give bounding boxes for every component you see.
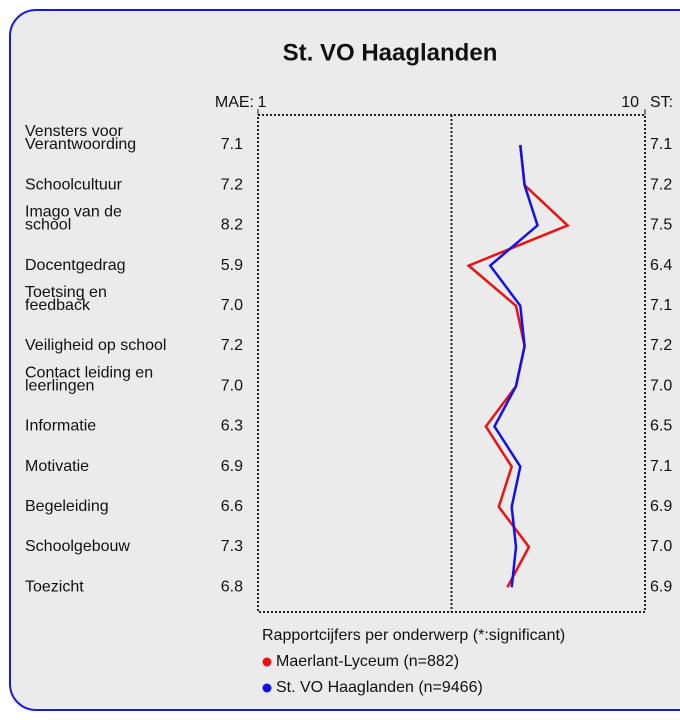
value-label: 6.3 bbox=[221, 418, 243, 435]
value-label: 7.0 bbox=[221, 377, 243, 394]
value-label: 7.0 bbox=[221, 297, 243, 314]
category-label: Begeleiding bbox=[25, 498, 109, 515]
legend-marker bbox=[262, 657, 272, 667]
category-label: leerlingen bbox=[25, 377, 94, 394]
value-label: 7.1 bbox=[650, 458, 672, 475]
category-label: school bbox=[25, 217, 71, 234]
legend-label: Maerlant-Lyceum (n=882) bbox=[276, 653, 459, 670]
value-label: 6.5 bbox=[650, 418, 672, 435]
category-label: Vensters voor bbox=[25, 123, 124, 140]
value-label: 7.2 bbox=[650, 176, 672, 193]
category-label: Docentgedrag bbox=[25, 257, 126, 274]
value-label: 7.1 bbox=[650, 297, 672, 314]
x-tick-label: 1 bbox=[258, 94, 267, 111]
value-label: 5.9 bbox=[221, 257, 243, 274]
value-label: 7.1 bbox=[221, 136, 243, 153]
x-tick-label: 10 bbox=[621, 94, 639, 111]
value-label: 7.5 bbox=[650, 217, 672, 234]
value-label: 6.9 bbox=[221, 458, 243, 475]
value-label: 6.4 bbox=[650, 257, 672, 274]
value-label: 6.9 bbox=[650, 498, 672, 515]
category-label: Toetsing en bbox=[25, 284, 107, 301]
legend-label: St. VO Haaglanden (n=9466) bbox=[276, 679, 483, 696]
series-line bbox=[488, 144, 539, 588]
chart-title: St. VO Haaglanden bbox=[283, 39, 498, 66]
category-label: Toezicht bbox=[25, 578, 84, 595]
value-label: 7.0 bbox=[650, 538, 672, 555]
category-label: Verantwoording bbox=[25, 136, 136, 153]
value-label: 7.2 bbox=[221, 337, 243, 354]
right-header: ST: bbox=[650, 94, 673, 111]
value-label: 6.9 bbox=[650, 578, 672, 595]
category-label: feedback bbox=[25, 297, 91, 314]
category-label: Veiligheid op school bbox=[25, 337, 166, 354]
value-label: 6.6 bbox=[221, 498, 243, 515]
legend-marker bbox=[262, 683, 272, 693]
value-label: 7.1 bbox=[650, 136, 672, 153]
value-label: 6.8 bbox=[221, 578, 243, 595]
category-label: Schoolcultuur bbox=[25, 176, 123, 193]
category-label: Imago van de bbox=[25, 204, 122, 221]
value-label: 7.0 bbox=[650, 377, 672, 394]
legend-title: Rapportcijfers per onderwerp (*:signific… bbox=[262, 627, 565, 644]
category-label: Informatie bbox=[25, 418, 96, 435]
category-label: Contact leiding en bbox=[25, 364, 153, 381]
frame bbox=[9, 9, 680, 711]
value-label: 8.2 bbox=[221, 217, 243, 234]
category-label: Motivatie bbox=[25, 458, 89, 475]
value-label: 7.2 bbox=[650, 337, 672, 354]
value-label: 7.3 bbox=[221, 538, 243, 555]
category-label: Schoolgebouw bbox=[25, 538, 130, 555]
value-label: 7.2 bbox=[221, 176, 243, 193]
left-header: MAE: bbox=[215, 94, 254, 111]
